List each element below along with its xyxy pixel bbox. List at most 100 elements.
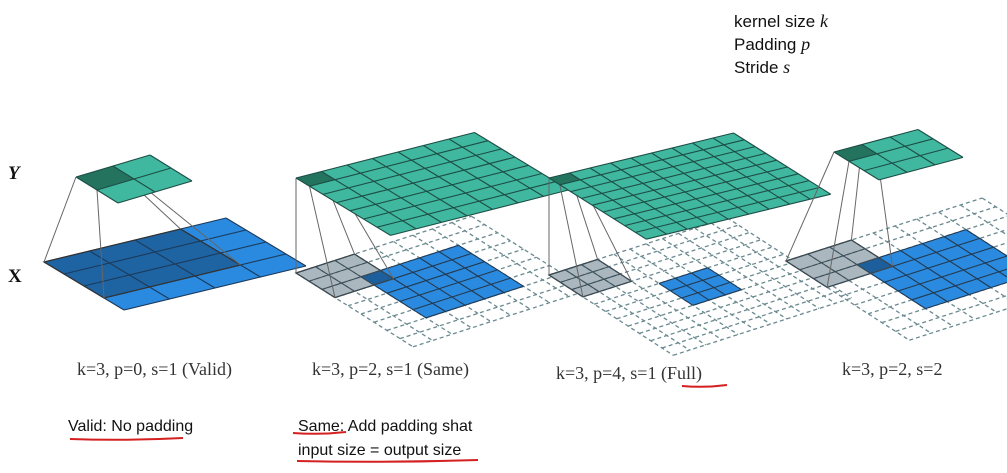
output-grid	[548, 177, 647, 240]
projection-line	[309, 186, 336, 298]
output-grid	[336, 156, 516, 204]
kernel-window	[786, 240, 893, 288]
projection-line	[96, 189, 105, 299]
kernel-grid	[829, 246, 871, 274]
kernel-grid	[807, 253, 850, 281]
padding-grid	[981, 197, 1007, 215]
output-grid	[878, 156, 964, 181]
padding-grid	[393, 240, 511, 316]
output-grid	[363, 172, 543, 220]
input-grid	[419, 257, 485, 300]
output-grid	[630, 157, 729, 220]
output-grid	[624, 180, 810, 227]
input-feature-map	[659, 267, 742, 306]
output-grid	[581, 152, 767, 199]
output-grid	[117, 180, 193, 204]
kernel-grid	[582, 280, 632, 298]
padding-grid	[710, 222, 836, 304]
projection-line	[43, 176, 77, 263]
input-grid	[674, 277, 710, 301]
output-active-cell	[834, 144, 877, 162]
input-grid	[658, 267, 708, 284]
padding-grid	[673, 297, 852, 356]
input-grid	[911, 268, 1007, 301]
legend-stride: Stride s	[734, 57, 791, 77]
padding-grid	[960, 204, 1007, 236]
padding-grid	[694, 227, 820, 310]
input-grid	[692, 289, 742, 306]
output-grid	[346, 164, 442, 223]
kernel-grid	[571, 273, 621, 291]
output-grid	[602, 166, 788, 213]
output-grid	[733, 132, 831, 195]
kernel-grid	[315, 266, 355, 292]
output-active-cell	[296, 171, 335, 187]
output-grid	[372, 158, 468, 217]
output-grid	[592, 159, 777, 206]
input-label: X	[8, 266, 22, 287]
output-grid	[423, 145, 519, 204]
kernel-grid	[785, 239, 852, 262]
kernel-grid	[785, 260, 828, 288]
output-grid	[692, 142, 790, 205]
output-grid	[589, 167, 688, 230]
padding-grid	[813, 215, 1007, 280]
projection-line	[785, 151, 835, 262]
kernel-grid	[308, 261, 368, 282]
output-grid	[548, 132, 734, 179]
output-active-cell	[549, 173, 581, 185]
note-same-line1: Same: Add padding shat	[298, 418, 473, 435]
padding-grid	[726, 217, 852, 299]
output-grid	[848, 138, 934, 162]
kernel-grid	[295, 253, 355, 274]
output-grid	[295, 177, 391, 236]
padding-grid	[412, 234, 531, 310]
input-grid	[707, 267, 742, 291]
padding-grid	[826, 228, 1007, 289]
input-grid	[922, 243, 992, 289]
kernel-grid	[813, 257, 879, 280]
projection-line	[559, 184, 584, 298]
kernel-grid	[321, 270, 381, 290]
input-grid	[900, 250, 970, 296]
padding-grid	[639, 275, 818, 335]
input-feature-map	[857, 229, 1007, 309]
kernel-window	[296, 254, 394, 298]
input-grid	[399, 269, 498, 302]
output-grid	[613, 173, 799, 220]
legend-kernel: kernel size k	[734, 11, 828, 31]
input-grid	[412, 277, 511, 311]
output-grid	[863, 147, 949, 172]
full-underline	[681, 384, 728, 388]
input-grid	[658, 282, 694, 306]
caption-strided: k=3, p=2, s=2	[842, 359, 943, 379]
output-grid	[397, 151, 493, 210]
output-label: Y	[8, 163, 20, 184]
kernel-grid	[597, 258, 632, 282]
input-grid	[425, 285, 524, 319]
kernel-grid	[295, 272, 336, 299]
padding-grid	[451, 222, 570, 297]
input-grid	[681, 281, 731, 299]
output-feature-map	[549, 133, 831, 240]
caption-same: k=3, p=2, s=1 (Same)	[312, 359, 469, 379]
padding-grid	[785, 197, 983, 262]
padding-grid	[661, 290, 841, 349]
input-grid	[670, 274, 720, 292]
padding-grid	[432, 228, 550, 304]
kernel-grid	[826, 265, 893, 288]
padding-grid	[678, 232, 804, 315]
kernel-grid	[548, 258, 598, 276]
output-active-cell	[76, 166, 134, 190]
output-grid	[646, 193, 831, 240]
input-grid	[438, 251, 505, 294]
legend-padding: Padding p	[734, 34, 811, 54]
output-grid	[917, 129, 964, 158]
padding-grid	[399, 281, 576, 340]
kernel-grid	[564, 269, 600, 293]
output-grid	[889, 136, 936, 166]
note-same-line2: input size = output size	[298, 442, 462, 459]
output-grid	[635, 186, 821, 233]
output-grid	[712, 137, 811, 200]
